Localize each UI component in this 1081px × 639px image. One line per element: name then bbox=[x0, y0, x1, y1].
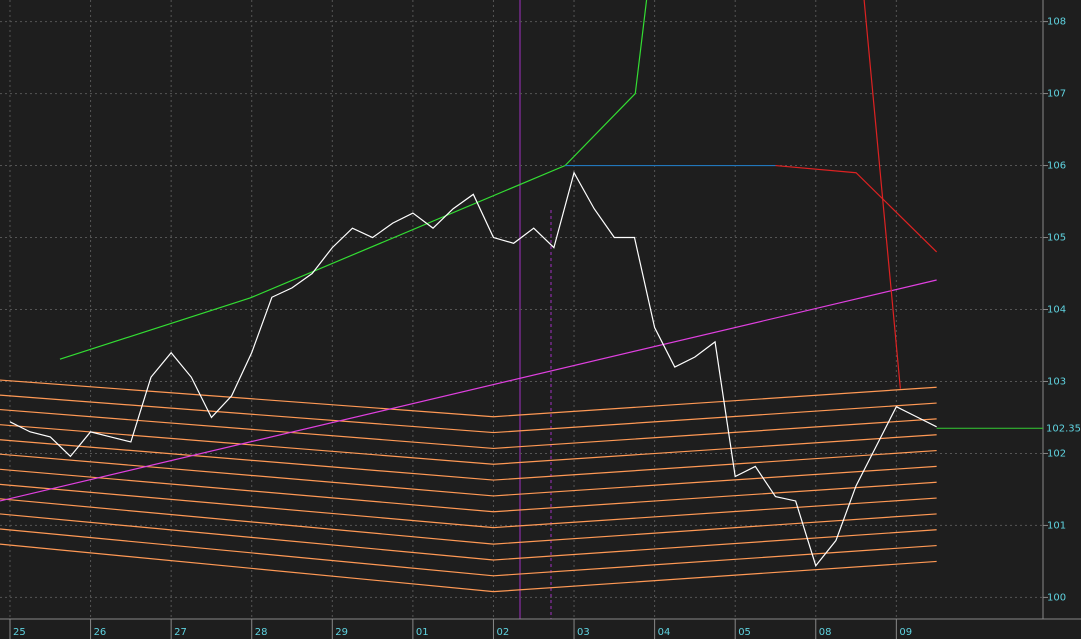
series-line bbox=[0, 424, 937, 465]
y-tick-label: 107 bbox=[1047, 89, 1066, 100]
last-price-box bbox=[1044, 421, 1081, 436]
series-line bbox=[0, 439, 937, 481]
series-line bbox=[775, 164, 938, 253]
y-tick-label: 108 bbox=[1047, 17, 1066, 28]
x-tick-label: 01 bbox=[416, 627, 429, 638]
series-line bbox=[0, 394, 937, 434]
series-line bbox=[0, 483, 937, 529]
series-line bbox=[9, 171, 937, 567]
x-tick-label: 05 bbox=[738, 627, 751, 638]
series-line bbox=[0, 528, 937, 577]
x-tick-label: 03 bbox=[577, 627, 590, 638]
y-tick-label: 105 bbox=[1047, 233, 1066, 244]
series-line bbox=[0, 408, 937, 450]
x-tick-label: 27 bbox=[174, 627, 187, 638]
x-tick-label: 28 bbox=[255, 627, 268, 638]
y-tick-label: 106 bbox=[1047, 161, 1066, 172]
plot-area bbox=[0, 0, 1043, 593]
x-tick-label: 09 bbox=[899, 627, 912, 638]
series-line bbox=[0, 543, 937, 593]
y-tick-label: 102 bbox=[1047, 448, 1066, 459]
x-tick-label: 04 bbox=[658, 627, 671, 638]
y-tick-label: 103 bbox=[1047, 376, 1066, 387]
y-tick-label: 100 bbox=[1047, 592, 1066, 603]
series-line bbox=[59, 0, 648, 360]
x-tick-label: 26 bbox=[94, 627, 107, 638]
x-tick-label: 25 bbox=[13, 627, 26, 638]
y-tick-label: 104 bbox=[1047, 305, 1066, 316]
series-line bbox=[0, 468, 937, 513]
series-line bbox=[0, 513, 937, 561]
series-line bbox=[0, 498, 937, 545]
series-line bbox=[863, 0, 901, 389]
axes: 100 101 102 103 104 105 106 107 108 25 26 27 28 29 01 0… bbox=[9, 17, 1081, 639]
x-tick-label: 02 bbox=[496, 627, 509, 638]
last-price-label: 102.35 bbox=[1046, 423, 1081, 434]
series-line bbox=[0, 279, 937, 502]
y-tick-label: 101 bbox=[1047, 520, 1066, 531]
x-tick-label: 29 bbox=[335, 627, 348, 638]
series-line bbox=[0, 379, 937, 418]
series-line bbox=[0, 453, 937, 497]
x-tick-label: 08 bbox=[819, 627, 832, 638]
